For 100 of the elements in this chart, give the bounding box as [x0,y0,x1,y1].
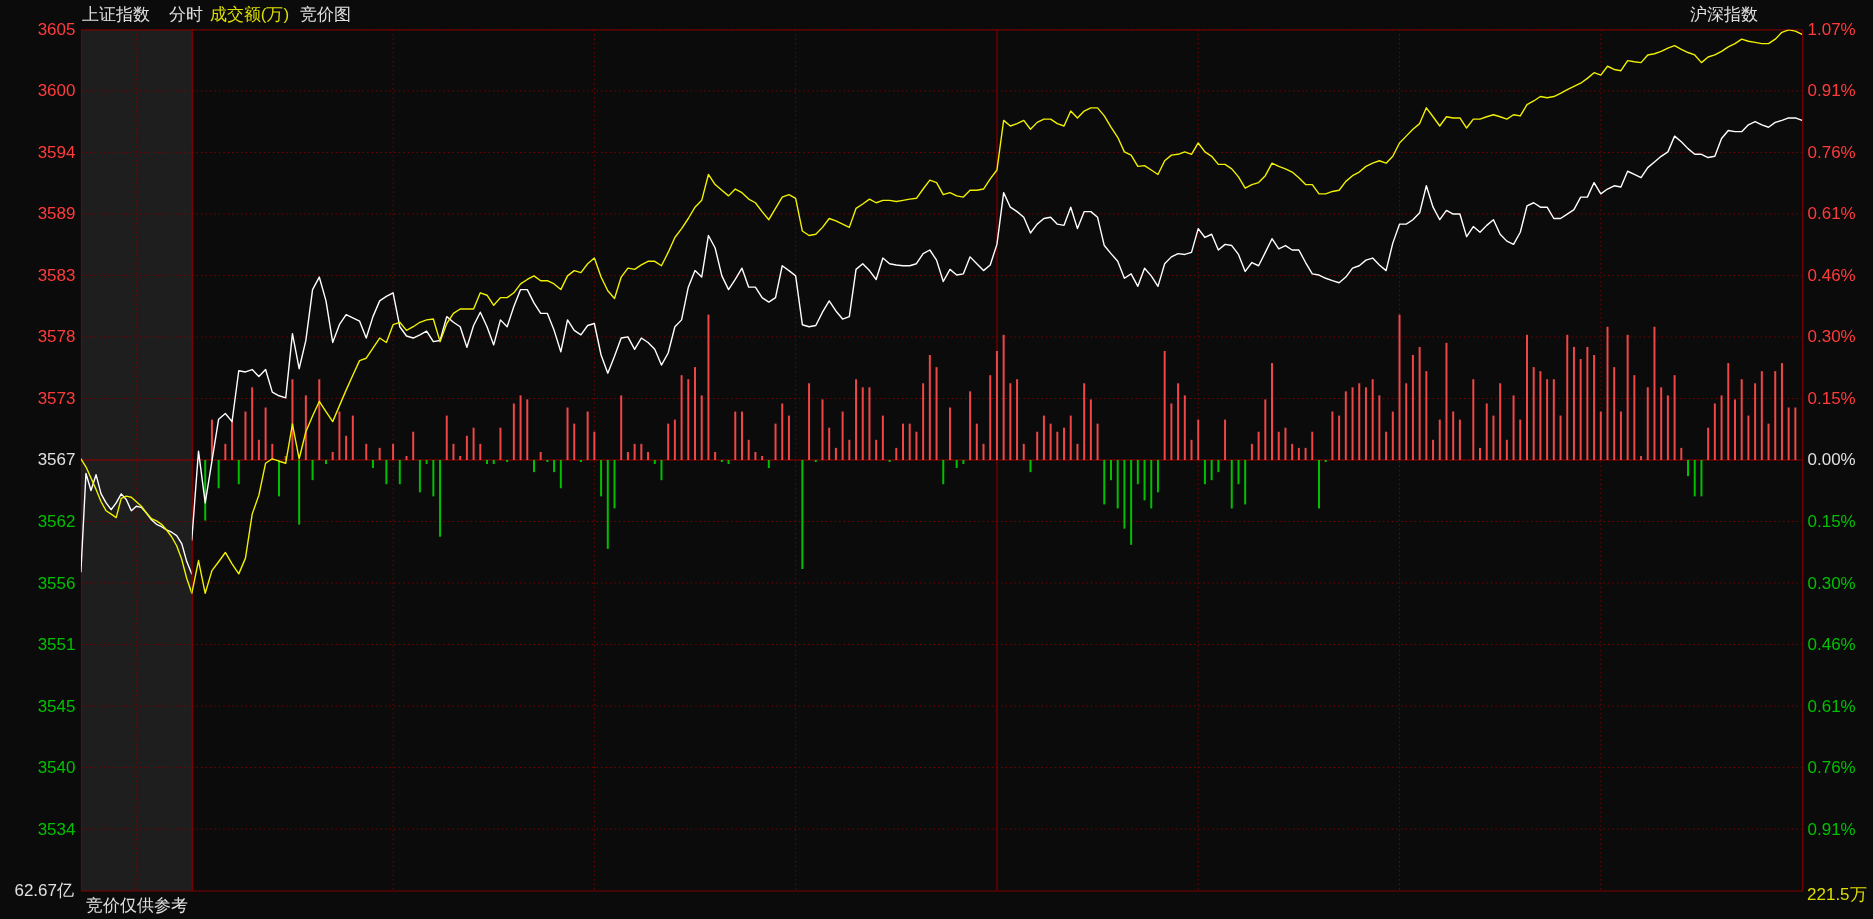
bar [1425,371,1428,460]
bar [1525,334,1528,460]
bar [948,407,951,460]
y-tick-label: 3562 [37,512,76,531]
bar [1713,403,1716,460]
bar [412,431,415,460]
bar [217,460,220,489]
bar [1485,403,1488,460]
y-tick-label: 1.07% [1807,19,1856,39]
chart-title: 上证指数 [81,5,150,25]
y-tick-label: 0.61% [1807,696,1856,716]
bar [526,399,529,460]
bar [1230,460,1233,509]
y-tick-label: 3545 [37,696,76,716]
bar [264,407,267,460]
bar [808,383,811,460]
bar [559,460,562,489]
bar [1559,415,1562,460]
bar [546,460,549,463]
text: 成交额(万) [209,5,290,25]
y-tick-label: 3573 [37,388,76,408]
bar [1519,419,1522,460]
bar [801,460,804,570]
text: 沪深指数 [1690,5,1759,25]
bar [1358,383,1361,460]
y-tick-label: 3583 [37,265,76,285]
bar [1700,460,1703,497]
bar [935,367,938,460]
y-tick-label: 0.30% [1807,327,1856,347]
text: 62.67亿 [14,880,74,900]
bar [1156,460,1159,493]
bar [667,423,670,460]
bar [1076,443,1079,460]
bar [445,415,448,460]
bar [1042,415,1045,460]
y-tick-label: 0.15% [1807,512,1856,531]
bar [781,403,784,460]
y-tick-label: 3567 [37,450,76,470]
bar [1116,460,1119,509]
bar [694,367,697,460]
bar [1371,379,1374,460]
bar [613,460,616,509]
bar [922,383,925,460]
y-tick-label: 3540 [37,758,76,778]
bar [1364,387,1367,460]
bar [814,460,817,463]
bar [881,415,884,460]
bar [304,395,307,460]
bar [251,387,254,460]
bar [539,451,542,460]
bar [942,460,945,485]
bar [1063,427,1066,460]
bar [1747,415,1750,460]
bar [1646,387,1649,460]
y-tick-label: 3594 [37,142,76,162]
bar [573,423,576,460]
bar [1707,427,1710,460]
bar [895,447,898,460]
bar [747,439,750,460]
bar [982,443,985,460]
bar [787,415,790,460]
bar [1083,383,1086,460]
bar [1244,460,1247,505]
y-tick-label: 0.61% [1807,204,1856,224]
bar [418,460,421,493]
bar [761,455,764,460]
bar [653,460,656,465]
bar [1089,399,1092,460]
bar [640,443,643,460]
bar [902,423,904,460]
y-tick-label: 0.76% [1807,142,1856,162]
bar [1640,455,1643,460]
bar [425,460,428,465]
bar [1438,419,1441,460]
bar [848,439,851,460]
bar [834,447,837,460]
bar [1338,415,1341,460]
y-tick-label: 0.15% [1807,388,1856,408]
bar [1599,411,1602,460]
y-tick-label: 0.30% [1807,573,1856,593]
bar [371,460,374,469]
bar [278,460,281,497]
y-tick-label: 3589 [37,204,76,224]
bar [841,411,844,460]
bar [231,419,234,460]
bar [1351,387,1354,460]
bar [311,460,314,481]
bar [1720,395,1723,460]
bar [579,460,582,463]
bar [633,443,636,460]
bar [1183,395,1186,460]
bar [1391,411,1394,460]
bar [687,379,690,460]
bar [479,443,482,460]
y-tick-label: 0.76% [1807,758,1856,778]
bar [1385,431,1388,460]
y-tick-label: 3605 [37,19,76,39]
bar [1304,447,1307,460]
bar [553,460,556,473]
y-tick-label: 0.91% [1807,81,1856,101]
